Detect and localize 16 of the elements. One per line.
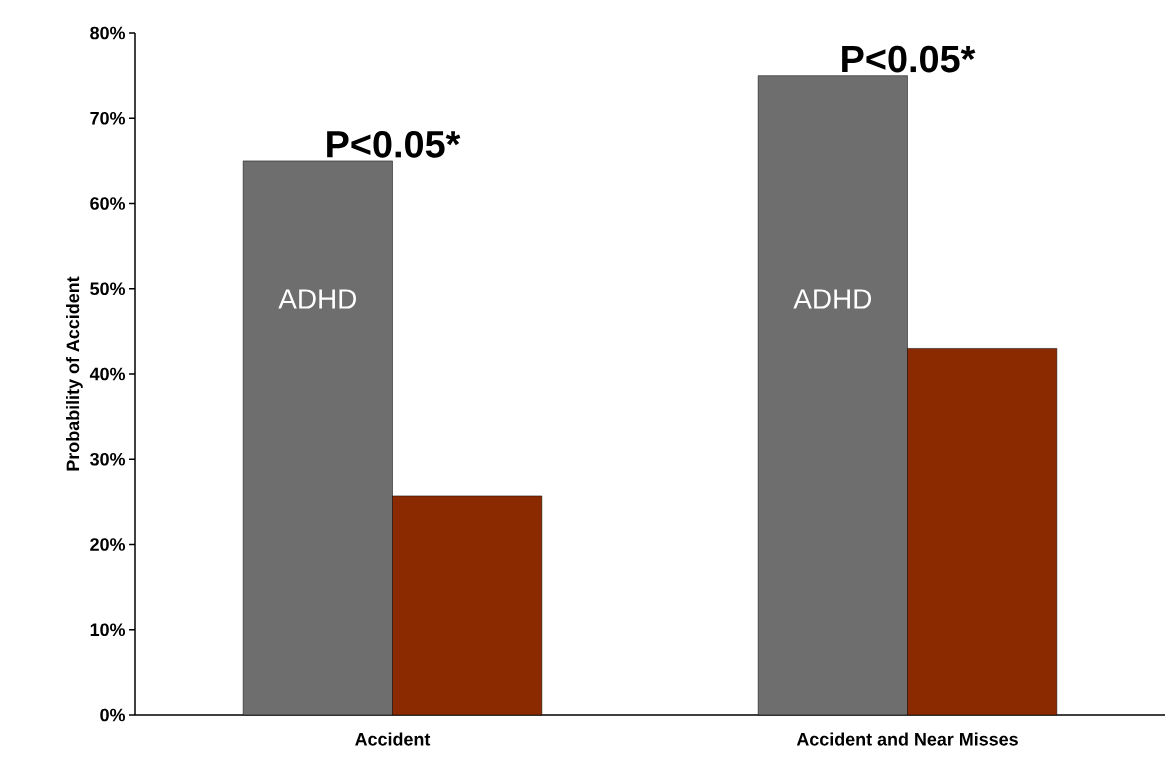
y-tick-label: 40%: [89, 367, 126, 381]
y-tick-label: 70%: [90, 111, 126, 125]
y-tick-label: 30%: [90, 452, 126, 466]
y-tick-label: 20%: [90, 538, 126, 551]
y-tick-label: 60%: [90, 197, 126, 210]
annotation: P<0.05*: [842, 45, 976, 73]
annotation: P<0.05*: [327, 130, 461, 158]
y-tick-label: 0%: [100, 708, 126, 722]
x-tick-label: Accident and Near Misses: [796, 732, 1018, 746]
y-axis-title: Probability of Accident: [66, 276, 83, 471]
y-tick-label: 80%: [90, 26, 126, 40]
x-tick-label: Accident: [355, 732, 431, 746]
text: ADHD: [793, 289, 871, 309]
y-tick-label: 10%: [90, 623, 126, 637]
series-label: ADHD: [278, 289, 356, 309]
y-tick-label: 50%: [90, 282, 126, 296]
